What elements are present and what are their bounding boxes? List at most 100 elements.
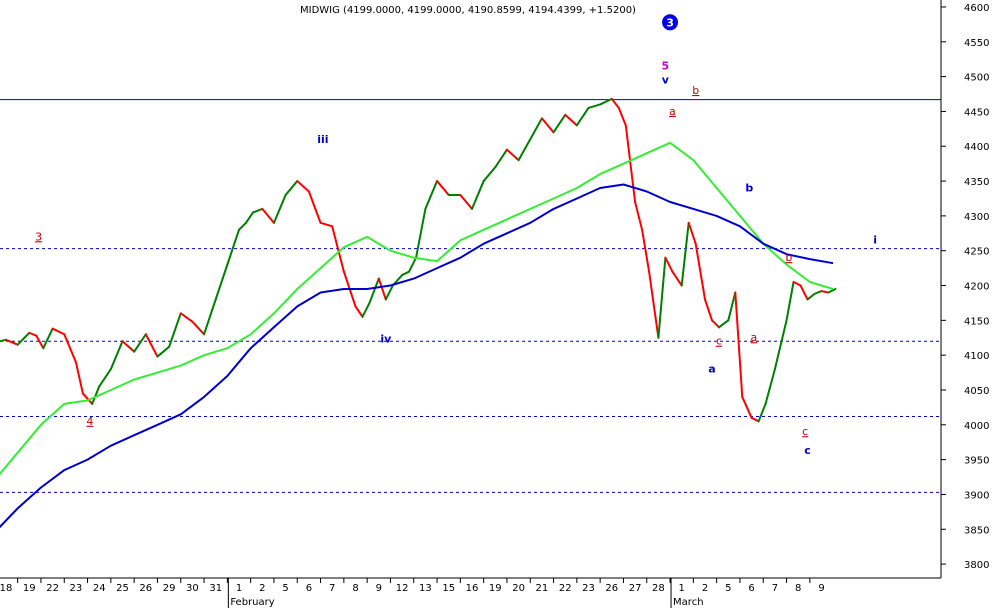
wave-label: iii	[317, 133, 328, 146]
price-segment	[179, 312, 194, 323]
price-segment	[284, 180, 299, 196]
price-segment	[717, 319, 730, 329]
chart-title: MIDWIG (4199.0000, 4199.0000, 4190.8599,…	[300, 5, 636, 16]
x-tick-label: 8	[352, 583, 358, 594]
x-tick-label: 22	[46, 583, 59, 594]
price-segment	[764, 368, 776, 405]
price-segment	[261, 207, 275, 224]
wave-label: b	[785, 251, 792, 264]
price-segment	[238, 221, 247, 231]
x-tick-label: 1	[236, 583, 242, 594]
x-tick-label: 21	[536, 583, 549, 594]
price-segment	[35, 334, 45, 350]
price-segment	[773, 319, 788, 371]
price-segment	[710, 319, 720, 329]
price-segment	[319, 221, 334, 228]
wave-label: b	[692, 84, 699, 97]
x-tick-label: 25	[116, 583, 129, 594]
price-segment	[144, 333, 159, 358]
price-segment	[599, 97, 613, 106]
x-tick-label: 27	[629, 583, 642, 594]
wave-label: b	[745, 182, 753, 195]
month-label: February	[230, 597, 274, 608]
x-axis: 18 19 22 23 24 25 26 29 30 31 1 2 5 6 7 8 9 12 13 15 16 19 20 2…	[0, 578, 825, 608]
price-segment	[226, 228, 240, 266]
x-tick-label: 18	[0, 583, 12, 594]
price-segment	[121, 340, 136, 353]
wave-label: c	[716, 335, 722, 348]
price-segment	[63, 333, 77, 364]
x-tick-label: 19	[489, 583, 502, 594]
price-segment	[827, 288, 837, 294]
price-segment	[552, 113, 567, 134]
price-segment	[16, 331, 31, 346]
price-segment	[505, 148, 520, 162]
y-tick-label: 4050	[964, 386, 989, 397]
price-segment	[792, 281, 802, 287]
y-tick-label: 3800	[964, 560, 989, 571]
y-tick-label: 3900	[964, 490, 989, 501]
price-segment	[680, 221, 690, 287]
wave-label: c	[804, 444, 811, 457]
price-segment	[51, 327, 66, 336]
wave-label: a	[751, 331, 758, 344]
price-segment	[384, 284, 394, 301]
price-segment	[648, 270, 660, 339]
price-segment	[109, 340, 124, 371]
price-segment	[687, 221, 697, 245]
price-segment	[734, 291, 744, 398]
price-segment	[361, 301, 371, 318]
price-segment	[28, 331, 38, 337]
price-segment	[806, 292, 816, 301]
price-segment	[694, 242, 706, 301]
x-tick-label: 1	[679, 583, 685, 594]
price-segment	[0, 338, 7, 343]
x-tick-label: 5	[725, 583, 731, 594]
price-segment	[272, 193, 287, 224]
price-segment	[244, 211, 254, 224]
x-tick-label: 30	[186, 583, 199, 594]
price-segment	[74, 361, 84, 395]
price-segment	[741, 395, 753, 419]
y-tick-label: 4350	[964, 177, 989, 188]
price-segment	[820, 290, 830, 294]
price-segment	[91, 385, 101, 405]
price-segment	[307, 190, 322, 224]
wave-label: 4	[86, 415, 93, 428]
x-tick-label: 26	[139, 583, 152, 594]
price-segment	[203, 298, 217, 336]
price-segment	[331, 225, 345, 273]
x-tick-label: 9	[376, 583, 382, 594]
price-segment	[617, 106, 627, 127]
x-tick-label: 31	[209, 583, 222, 594]
month-label: March	[673, 597, 703, 608]
wave-label: a	[708, 363, 715, 376]
price-segment	[529, 117, 543, 141]
y-axis: 3800 3850 3900 3950 4000 4050 4100 4150 4200 4250…	[941, 3, 989, 571]
x-tick-label: 15	[442, 583, 455, 594]
y-tick-label: 4600	[964, 3, 989, 14]
price-segment	[494, 148, 508, 169]
price-segment	[785, 281, 795, 322]
x-tick-label: 19	[23, 583, 36, 594]
wave-label: v	[662, 74, 670, 87]
price-segment	[610, 97, 620, 109]
price-segment	[704, 298, 713, 322]
price-segment	[5, 338, 19, 346]
price-segment	[471, 180, 485, 210]
x-tick-label: 7	[772, 583, 778, 594]
price-segment	[664, 256, 674, 273]
price-segment	[296, 180, 310, 193]
reference-lines	[0, 99, 941, 493]
x-tick-label: 6	[748, 583, 754, 594]
x-tick-label: 12	[396, 583, 409, 594]
price-segment	[214, 263, 229, 301]
price-segment	[459, 193, 473, 210]
price-segment	[517, 138, 532, 162]
x-tick-label: 2	[702, 583, 708, 594]
price-segment	[624, 124, 637, 203]
price-segment	[368, 277, 380, 304]
x-tick-label: 8	[795, 583, 801, 594]
